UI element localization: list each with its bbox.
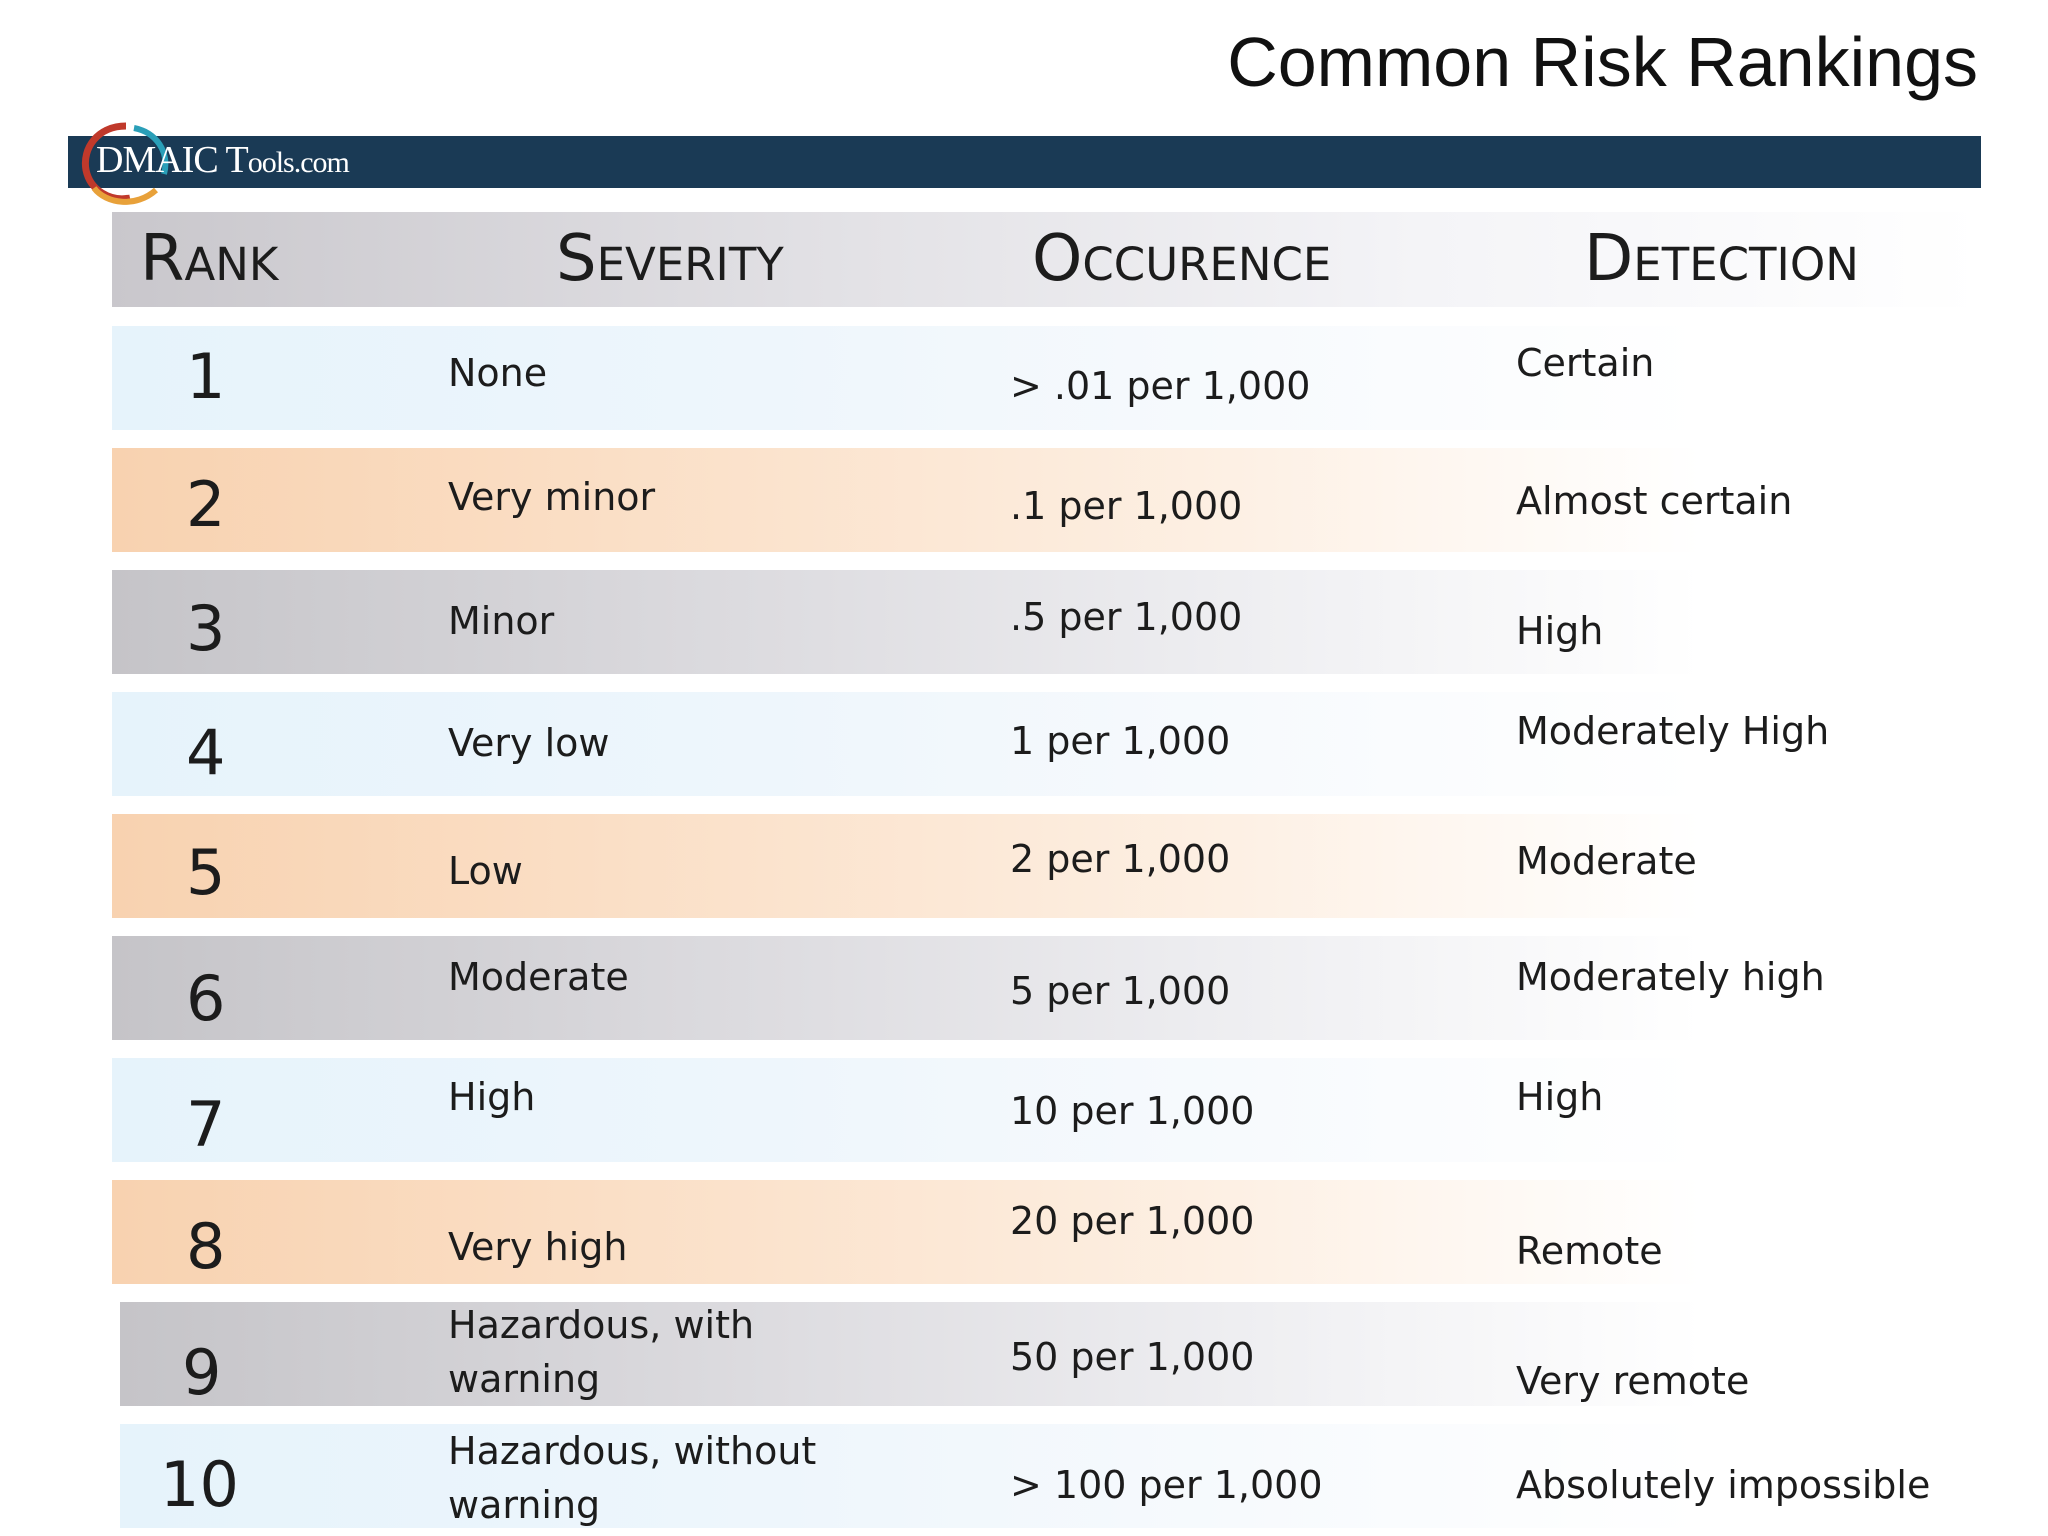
table-row: 6 Moderate 5 per 1,000 Moderately high: [112, 936, 1981, 1040]
severity-cell: None: [448, 351, 548, 395]
occurence-cell: .1 per 1,000: [1010, 484, 1243, 528]
detection-cell: Moderately high: [1516, 955, 1825, 999]
rank-cell: 8: [186, 1210, 226, 1283]
rank-cell: 5: [186, 836, 226, 909]
rank-cell: 6: [186, 962, 226, 1035]
rank-cell: 10: [160, 1448, 239, 1521]
severity-cell: Very low: [448, 721, 610, 765]
rank-cell: 1: [186, 340, 226, 413]
header-banner: [68, 136, 1981, 188]
page-title: Common Risk Rankings: [1227, 23, 1978, 101]
detection-cell: Moderate: [1516, 839, 1697, 883]
rank-cell: 3: [186, 592, 226, 665]
detection-cell: High: [1516, 1075, 1604, 1119]
table-row: 2 Very minor .1 per 1,000 Almost certain: [112, 448, 1981, 552]
header-rank: Rank: [140, 222, 279, 296]
table-row: 5 Low 2 per 1,000 Moderate: [112, 814, 1981, 918]
occurence-cell: 1 per 1,000: [1010, 719, 1231, 763]
detection-cell: Moderately High: [1516, 709, 1830, 753]
severity-cell: Very minor: [448, 475, 656, 519]
table-header-row: Rank Severity Occurence Detection: [112, 212, 1981, 307]
table-row: 3 Minor .5 per 1,000 High: [112, 570, 1981, 674]
occurence-cell: 20 per 1,000: [1010, 1199, 1255, 1243]
rank-cell: 7: [186, 1088, 226, 1161]
occurence-cell: .5 per 1,000: [1010, 595, 1243, 639]
severity-cell: Moderate: [448, 955, 629, 999]
rank-cell: 4: [186, 716, 226, 789]
rank-cell: 2: [186, 468, 226, 541]
occurence-cell: > .01 per 1,000: [1010, 364, 1311, 408]
header-severity: Severity: [556, 222, 784, 296]
table-row: 10 Hazardous, without warning > 100 per …: [120, 1424, 1981, 1528]
table-row: 1 None > .01 per 1,000 Certain: [112, 326, 1981, 430]
severity-cell: Hazardous, with: [448, 1303, 755, 1347]
occurence-cell: 5 per 1,000: [1010, 969, 1231, 1013]
detection-cell: High: [1516, 609, 1604, 653]
severity-cell: Low: [448, 849, 523, 893]
table-row: 8 Very high 20 per 1,000 Remote: [112, 1180, 1981, 1284]
occurence-cell: 50 per 1,000: [1010, 1335, 1255, 1379]
severity-cell: Very high: [448, 1225, 628, 1269]
severity-cell: Hazardous, without: [448, 1429, 817, 1473]
table-row: 4 Very low 1 per 1,000 Moderately High: [112, 692, 1981, 796]
occurence-cell: 2 per 1,000: [1010, 837, 1231, 881]
occurence-cell: 10 per 1,000: [1010, 1089, 1255, 1133]
header-detection: Detection: [1584, 222, 1859, 296]
rank-cell: 9: [182, 1336, 222, 1409]
table-row: 9 Hazardous, with warning 50 per 1,000 V…: [120, 1302, 1981, 1409]
detection-cell: Remote: [1516, 1229, 1663, 1273]
table-row: 7 High 10 per 1,000 High: [112, 1058, 1981, 1162]
detection-cell: Very remote: [1516, 1359, 1750, 1403]
detection-cell: Certain: [1516, 341, 1655, 385]
severity-cell: High: [448, 1075, 536, 1119]
logo-text: DMAIC Tools.com: [96, 139, 350, 181]
detection-cell: Almost certain: [1516, 479, 1793, 523]
severity-cell-line2: warning: [448, 1483, 601, 1527]
severity-cell-line2: warning: [448, 1357, 601, 1401]
detection-cell: Absolutely impossible: [1516, 1463, 1931, 1507]
severity-cell: Minor: [448, 599, 555, 643]
header-occurence: Occurence: [1032, 222, 1332, 296]
occurence-cell: > 100 per 1,000: [1010, 1463, 1323, 1507]
logo-swirl-icon: [81, 122, 169, 205]
